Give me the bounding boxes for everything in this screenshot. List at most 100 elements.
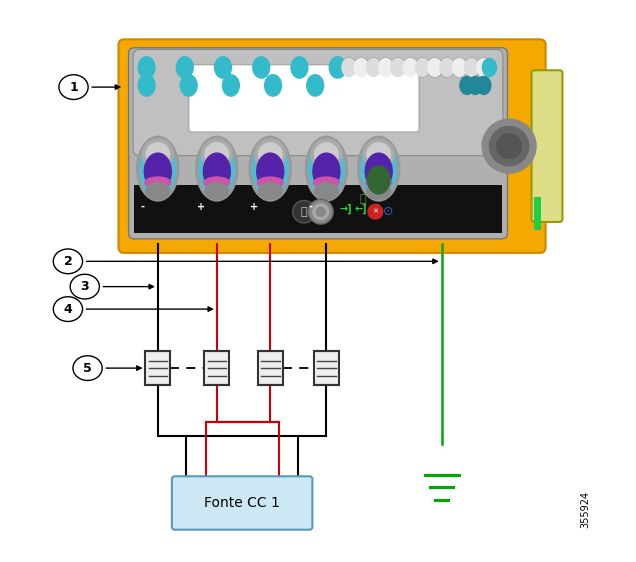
- Circle shape: [308, 200, 333, 224]
- Ellipse shape: [366, 58, 381, 77]
- Text: +: +: [197, 202, 205, 212]
- Ellipse shape: [70, 274, 99, 299]
- Ellipse shape: [204, 177, 230, 188]
- Bar: [134, 185, 502, 233]
- Ellipse shape: [468, 76, 482, 94]
- Ellipse shape: [363, 139, 394, 170]
- Ellipse shape: [342, 58, 356, 76]
- Text: -: -: [308, 202, 313, 212]
- Text: 1: 1: [69, 80, 78, 94]
- Bar: [146, 351, 170, 385]
- Ellipse shape: [53, 249, 83, 274]
- Ellipse shape: [427, 58, 442, 77]
- Ellipse shape: [258, 177, 283, 188]
- Ellipse shape: [258, 143, 282, 166]
- Ellipse shape: [258, 183, 282, 200]
- Ellipse shape: [439, 58, 455, 77]
- Ellipse shape: [137, 137, 179, 201]
- Ellipse shape: [452, 58, 466, 76]
- Ellipse shape: [403, 58, 417, 76]
- Ellipse shape: [357, 137, 400, 201]
- Ellipse shape: [146, 143, 170, 166]
- Text: ⏚: ⏚: [373, 202, 379, 212]
- Ellipse shape: [460, 76, 474, 94]
- Text: ✕: ✕: [373, 209, 378, 215]
- Ellipse shape: [378, 58, 392, 76]
- Ellipse shape: [307, 75, 324, 96]
- Ellipse shape: [138, 57, 155, 78]
- Ellipse shape: [367, 183, 391, 200]
- Circle shape: [368, 205, 383, 219]
- Ellipse shape: [308, 140, 345, 197]
- Bar: [205, 351, 229, 385]
- Ellipse shape: [144, 153, 171, 190]
- Ellipse shape: [365, 153, 392, 190]
- Ellipse shape: [342, 58, 357, 77]
- Text: 355924: 355924: [580, 491, 590, 528]
- Ellipse shape: [73, 356, 102, 380]
- Ellipse shape: [138, 75, 155, 96]
- Ellipse shape: [378, 58, 393, 77]
- Text: →]: →]: [340, 204, 352, 214]
- Ellipse shape: [53, 297, 83, 321]
- Ellipse shape: [366, 177, 392, 188]
- Ellipse shape: [252, 140, 289, 197]
- Ellipse shape: [464, 58, 479, 77]
- Ellipse shape: [464, 58, 478, 76]
- Ellipse shape: [391, 58, 405, 76]
- FancyBboxPatch shape: [189, 65, 419, 132]
- Ellipse shape: [391, 58, 406, 77]
- Ellipse shape: [367, 143, 391, 166]
- Text: ⏻: ⏻: [301, 207, 307, 217]
- FancyBboxPatch shape: [118, 39, 546, 253]
- FancyBboxPatch shape: [532, 70, 562, 222]
- Ellipse shape: [291, 57, 308, 78]
- Ellipse shape: [354, 58, 369, 77]
- Ellipse shape: [315, 143, 338, 166]
- Bar: [314, 351, 339, 385]
- Ellipse shape: [265, 75, 282, 96]
- Text: 5: 5: [83, 361, 92, 375]
- Ellipse shape: [476, 58, 492, 77]
- Circle shape: [497, 134, 522, 158]
- Circle shape: [293, 201, 315, 223]
- Ellipse shape: [139, 140, 176, 197]
- Ellipse shape: [403, 58, 418, 77]
- Ellipse shape: [204, 153, 230, 190]
- Ellipse shape: [314, 177, 340, 188]
- Ellipse shape: [482, 58, 497, 76]
- Ellipse shape: [198, 140, 235, 197]
- Ellipse shape: [145, 177, 170, 188]
- Ellipse shape: [257, 153, 284, 190]
- Text: 4: 4: [64, 302, 73, 316]
- Bar: [534, 197, 541, 230]
- Text: +: +: [251, 202, 259, 212]
- Circle shape: [316, 207, 325, 216]
- Circle shape: [482, 119, 536, 173]
- Ellipse shape: [311, 139, 342, 170]
- Ellipse shape: [255, 139, 286, 170]
- Ellipse shape: [354, 58, 368, 76]
- Ellipse shape: [428, 58, 442, 76]
- Ellipse shape: [477, 58, 491, 76]
- Ellipse shape: [415, 58, 429, 76]
- Ellipse shape: [440, 58, 454, 76]
- Ellipse shape: [305, 137, 347, 201]
- Ellipse shape: [477, 76, 491, 94]
- Ellipse shape: [196, 137, 238, 201]
- Text: Fonte CC 1: Fonte CC 1: [204, 496, 280, 510]
- Ellipse shape: [366, 58, 380, 76]
- Ellipse shape: [181, 75, 197, 96]
- FancyBboxPatch shape: [133, 49, 503, 156]
- Ellipse shape: [252, 57, 270, 78]
- Ellipse shape: [249, 137, 291, 201]
- Ellipse shape: [142, 139, 173, 170]
- Text: ⊙: ⊙: [383, 205, 394, 218]
- Ellipse shape: [205, 143, 229, 166]
- Text: 3: 3: [81, 280, 89, 293]
- Ellipse shape: [452, 58, 467, 77]
- Ellipse shape: [223, 75, 239, 96]
- Bar: [258, 351, 282, 385]
- FancyBboxPatch shape: [172, 477, 312, 529]
- Text: ⏚: ⏚: [359, 194, 366, 204]
